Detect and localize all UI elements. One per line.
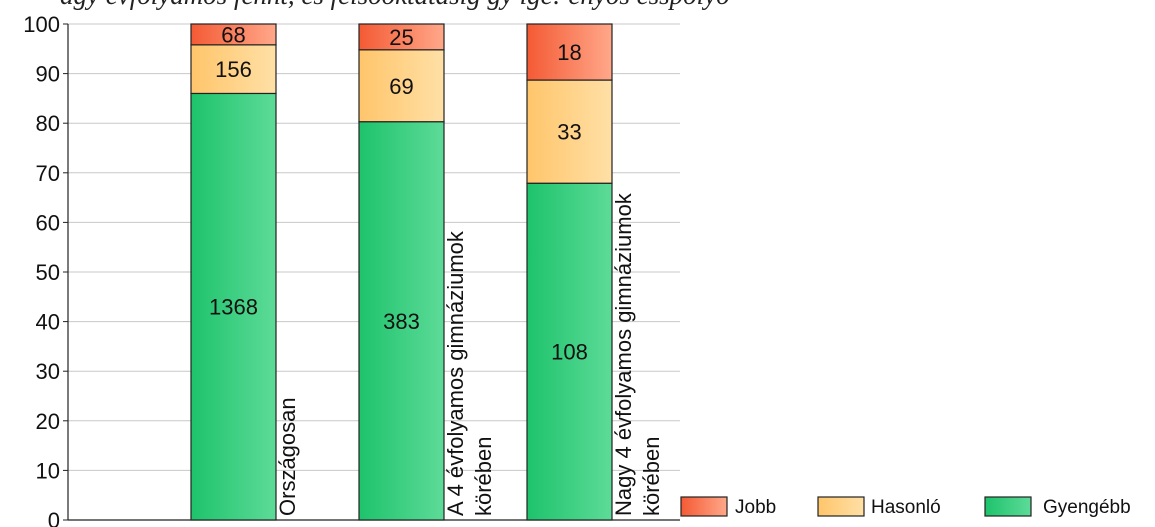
category-label: körében [471,436,496,516]
category-label: Nagy 4 évfolyamos gimnáziumok [611,192,636,516]
y-tick-label: 0 [48,508,60,527]
y-axis: 0 10 20 30 40 50 60 70 80 90 100 [23,12,680,527]
y-tick-label: 60 [36,210,60,235]
y-tick-label: 10 [36,458,60,483]
legend-label: Hasonló [871,497,941,518]
legend-label: Gyengébb [1043,497,1131,518]
bar-jobb[interactable] [358,23,445,51]
data-label: 108 [551,340,588,365]
legend-swatch-jobb [680,496,728,517]
y-tick-label: 100 [23,12,60,37]
legend-label: Jobb [735,497,776,518]
category-label: Országosan [275,397,300,516]
category-label: A 4 évfolyamos gimnáziumok [443,230,468,516]
y-tick-label: 50 [36,260,60,285]
category-labels: Országosan A 4 évfolyamos gimnáziumok köré… [275,192,664,516]
legend-swatch-gyengébb [984,496,1032,517]
chart-caption: agy évfolyamos fennt, és felsőoktatásig … [60,0,1155,14]
data-label: 383 [383,309,420,334]
data-label: 25 [389,25,413,50]
data-label: 68 [221,22,245,47]
y-tick-label: 80 [36,111,60,136]
bars: 1368 156 68 383 69 25 108 33 18 [190,22,613,521]
legend-swatch-hasonló [817,496,865,517]
bar-gyengébb[interactable] [190,92,277,521]
bar-hasonló[interactable] [358,49,445,123]
y-tick-label: 70 [36,161,60,186]
data-label: 69 [389,74,413,99]
bar-hasonló[interactable] [190,44,277,95]
y-tick-label: 90 [36,62,60,87]
data-label: 156 [215,57,252,82]
legend: Jobb Hasonló Gyengébb [680,496,1131,518]
bar-jobb[interactable] [190,23,277,46]
data-label: 1368 [209,295,258,320]
data-label: 18 [557,40,581,65]
bar-hasonló[interactable] [526,79,613,184]
bar-jobb[interactable] [526,23,613,81]
data-label: 33 [557,120,581,145]
y-tick-label: 40 [36,310,60,335]
category-label: körében [639,436,664,516]
y-tick-label: 30 [36,359,60,384]
bar-gyengébb[interactable] [358,121,445,521]
y-tick-label: 20 [36,409,60,434]
